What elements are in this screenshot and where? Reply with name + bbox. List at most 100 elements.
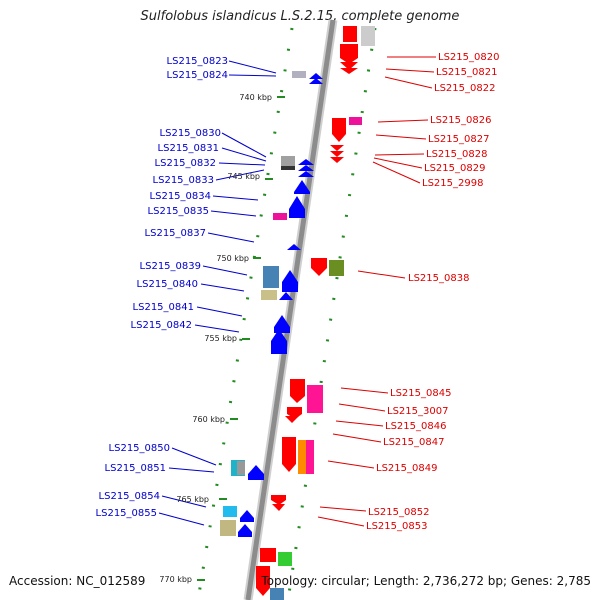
gene-label: LS215_0852 — [368, 507, 429, 518]
gene-bottom-fwd — [270, 588, 284, 600]
gene-0842 — [271, 329, 287, 354]
gene-0820b — [361, 26, 375, 46]
gene-0852 — [271, 495, 286, 505]
gene-0847 — [285, 416, 299, 423]
gene-bottom-rev — [260, 548, 276, 562]
gene-label: LS215_3007 — [387, 406, 448, 417]
gene-0849 — [282, 437, 296, 472]
reverse-strand-features — [256, 26, 375, 596]
gene-0841 — [274, 315, 290, 333]
gene-0826 — [332, 118, 346, 142]
gene-label: LS215_0821 — [436, 67, 497, 78]
gene-0839 — [263, 266, 279, 288]
gene-bottom-green — [278, 552, 292, 566]
tick-label: 765 kbp — [176, 495, 209, 504]
gene-label: LS215_0822 — [434, 83, 495, 94]
gene-0822b — [340, 68, 358, 74]
gene-label: LS215_0846 — [385, 421, 446, 432]
guide-dots — [196, 27, 377, 600]
gene-label: LS215_0834 — [150, 191, 211, 202]
gene-0835b — [273, 213, 287, 220]
gene-label: LS215_0849 — [376, 463, 437, 474]
gene-0821 — [340, 44, 358, 64]
gene-0820 — [343, 26, 357, 42]
accession-text: Accession: NC_012589 — [9, 574, 146, 588]
gene-label: LS215_0839 — [140, 261, 201, 272]
gene-0832 — [298, 159, 314, 165]
tick-label: 750 kbp — [216, 254, 249, 263]
gene-label: LS215_0820 — [438, 52, 499, 63]
gene-label: LS215_0823 — [167, 56, 228, 67]
gene-label: LS215_0826 — [430, 115, 491, 126]
left-leader-lines — [158, 60, 277, 526]
gene-label: LS215_0851 — [105, 463, 166, 474]
gene-bottom-rev2 — [256, 566, 270, 596]
tick-label: 740 kbp — [239, 93, 272, 102]
gene-label: LS215_0824 — [167, 70, 228, 81]
tick-label: 770 kbp — [159, 575, 192, 584]
gene-0853 — [272, 504, 285, 511]
right-gene-labels: LS215_0820 LS215_0821 LS215_0822 LS215_0… — [366, 52, 499, 532]
genome-summary-text: Topology: circular; Length: 2,736,272 bp… — [261, 574, 591, 588]
tick-label: 745 kbp — [227, 172, 260, 181]
gene-label: LS215_0832 — [155, 158, 216, 169]
gene-0845 — [290, 379, 305, 403]
gene-0840b — [279, 292, 293, 300]
gene-0851 — [248, 465, 264, 480]
gene-0850b — [237, 461, 245, 475]
gene-label: LS215_0842 — [131, 320, 192, 331]
gene-label: LS215_0833 — [153, 175, 214, 186]
right-leader-lines — [317, 56, 436, 527]
gene-label: LS215_0827 — [428, 134, 489, 145]
gene-0854b — [240, 510, 254, 522]
gene-0829 — [330, 157, 344, 163]
gene-0831 — [281, 166, 295, 170]
gene-0849c — [306, 440, 314, 474]
gene-label: LS215_0845 — [390, 388, 451, 399]
gene-0827 — [330, 145, 344, 151]
map-title: Sulfolobus islandicus L.S.2.15, complete… — [140, 9, 460, 24]
gene-0839b — [282, 270, 298, 292]
gene-0830 — [281, 156, 295, 166]
gene-0855 — [220, 520, 236, 536]
left-gene-labels: LS215_0823 LS215_0824 LS215_0830 LS215_0… — [96, 56, 228, 519]
tick-label: 760 kbp — [192, 415, 225, 424]
gene-0849b — [298, 440, 306, 474]
gene-0833b — [298, 171, 314, 177]
gene-label: LS215_0829 — [424, 163, 485, 174]
gene-label: LS215_0831 — [158, 143, 219, 154]
gene-label: LS215_0847 — [383, 437, 444, 448]
gene-label: LS215_0840 — [137, 279, 198, 290]
gene-0826b — [349, 117, 362, 125]
gene-0822 — [340, 62, 358, 70]
gene-0838b — [329, 260, 344, 276]
scale-tick-marks — [197, 96, 285, 581]
gene-0824b — [309, 78, 323, 84]
gene-label: LS215_0830 — [160, 128, 221, 139]
genome-backbone — [243, 19, 338, 600]
forward-strand-features — [220, 71, 323, 600]
gene-label: LS215_0854 — [99, 491, 160, 502]
gene-label: LS215_2998 — [422, 178, 483, 189]
tick-label: 755 kbp — [204, 334, 237, 343]
gene-label: LS215_0837 — [145, 228, 206, 239]
gene-0854 — [223, 506, 237, 517]
gene-0824 — [309, 73, 323, 79]
gene-0833 — [298, 165, 314, 171]
gene-label: LS215_0853 — [366, 521, 427, 532]
scale-tick-labels: 740 kbp 745 kbp 750 kbp 755 kbp 760 kbp … — [159, 93, 272, 584]
gene-label: LS215_0835 — [148, 206, 209, 217]
gene-label: LS215_0855 — [96, 508, 157, 519]
gene-label: LS215_0850 — [109, 443, 170, 454]
gene-0837 — [287, 244, 301, 250]
gene-0840 — [261, 290, 277, 300]
gene-0855b — [238, 524, 252, 537]
gene-label: LS215_0828 — [426, 149, 487, 160]
gene-0828 — [330, 151, 344, 157]
gene-0823 — [292, 71, 306, 78]
gene-0834 — [294, 180, 310, 194]
gene-0838 — [311, 258, 327, 276]
gene-label: LS215_0838 — [408, 273, 469, 284]
gene-label: LS215_0841 — [133, 302, 194, 313]
